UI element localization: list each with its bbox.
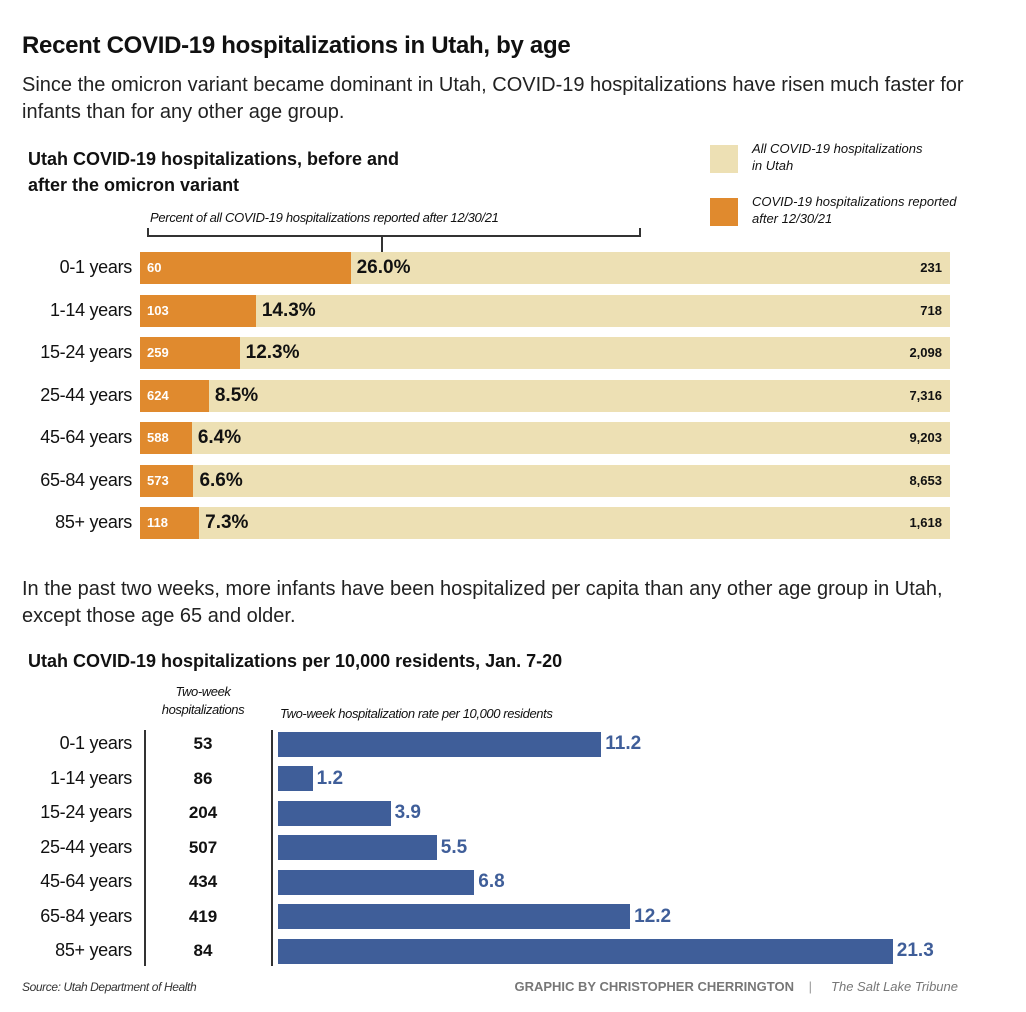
category-label: 85+ years [55,512,132,532]
category-label: 1-14 years [49,299,132,320]
percent-label: 8.5% [214,384,259,406]
data-label: 5.5 [440,836,468,858]
data-label: 3.9 [394,802,421,823]
bar [140,294,950,327]
count-label: 204 [188,803,218,822]
data-label: 624 [147,387,169,403]
bar [140,252,351,284]
category-label: 25-44 years [40,836,132,857]
category-label: 25-44 years [40,384,132,405]
category-label: 45-64 years [40,871,132,891]
bar [278,766,313,791]
chart-title: Utah COVID-19 hospitalizations, before a… [28,149,400,195]
count-label: 434 [188,872,218,891]
data-label: 1.2 [316,767,344,789]
category-label: 0-1 years [59,733,133,753]
bar [140,337,240,369]
title: Recent COVID-19 hospitalizations in Utah… [22,32,571,59]
count-label: 84 [193,941,213,960]
bar [140,422,950,454]
percent-label: 14.3% [261,299,316,321]
data-label: 718 [920,302,942,318]
bar [140,422,192,454]
bar [140,507,950,539]
bar [278,835,437,860]
data-label: 573 [147,472,169,488]
data-label: 2,098 [909,345,942,360]
legend-label: All COVID-19 hospitalizations in Utah [752,141,923,173]
publication: The Salt Lake Tribune [831,979,958,994]
percent-label: 6.4% [197,427,242,448]
percent-label: 7.3% [205,512,249,533]
bar [140,379,950,412]
percent-label: Percent of all COVID-19 hospitalizations… [150,210,499,225]
data-label: 6.8 [478,871,505,892]
data-label: 21.3 [896,940,934,961]
separator: | [808,979,812,994]
data-label: 60 [147,260,162,275]
bar [140,379,209,412]
credit: GRAPHIC BY CHRISTOPHER CHERRINGTON [514,979,794,994]
column-header: Two-week hospitalizations [161,684,245,717]
bar [278,800,391,826]
count-label: 507 [188,837,218,857]
category-label: 65-84 years [40,905,132,926]
percent-label: 26.0% [356,257,411,278]
category-label: 0-1 years [59,257,133,277]
data-label: 259 [147,345,169,360]
data-label: 118 [147,515,168,530]
bar [140,507,200,539]
data-label: 12.2 [634,905,672,927]
category-label: 85+ years [55,940,132,960]
count-label: 86 [193,768,213,788]
bar [140,294,256,327]
data-label: 231 [920,260,942,275]
bar [140,464,950,497]
data-label: 8,653 [909,472,942,488]
percent-label: 6.6% [199,469,243,491]
category-label: 15-24 years [40,802,132,822]
count-label: 53 [193,734,213,753]
legend-swatch [710,198,738,226]
subtitle: Since the omicron variant became dominan… [22,74,964,123]
data-label: 1,618 [909,515,942,530]
chart-title: Utah COVID-19 hospitalizations per 10,00… [28,651,563,671]
category-label: 15-24 years [40,342,132,362]
data-label: 9,203 [909,430,942,445]
legend-swatch [710,145,738,173]
legend-label: COVID-19 hospitalizations reported after… [752,194,957,226]
bar [140,464,194,497]
data-label: 103 [147,302,169,318]
data-label: 588 [147,430,169,445]
category-label: 65-84 years [40,469,132,490]
category-label: 45-64 years [40,427,132,447]
source: Source: Utah Department of Health [22,980,197,994]
bar [278,938,893,964]
bar [278,731,602,757]
bracket [147,228,641,252]
chart-subtitle: In the past two weeks, more infants have… [22,578,943,627]
bar [140,337,950,369]
column-header: Two-week hospitalization rate per 10,000… [280,706,553,721]
data-label: 11.2 [605,733,642,754]
bar [278,904,631,929]
percent-label: 12.3% [245,342,300,363]
category-label: 1-14 years [49,767,132,788]
bar [278,869,475,895]
data-label: 7,316 [909,387,942,403]
count-label: 419 [188,906,218,926]
